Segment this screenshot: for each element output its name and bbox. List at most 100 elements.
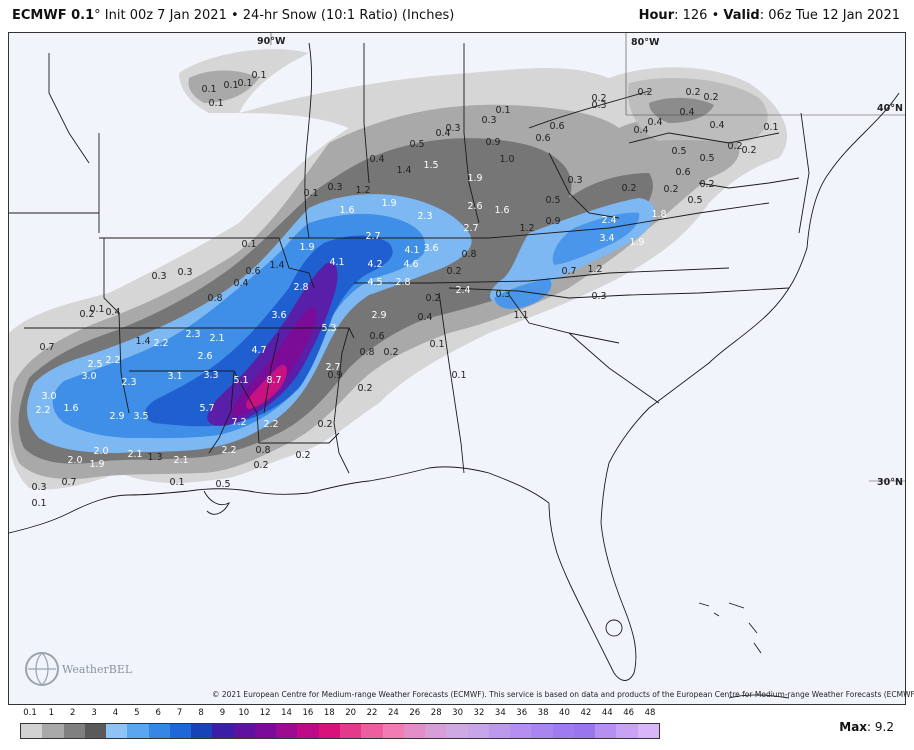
colorbar-swatch bbox=[127, 724, 149, 738]
weatherbell-logo: WeatherBELL bbox=[22, 648, 140, 690]
colorbar-tick-label: 34 bbox=[494, 708, 506, 718]
snow-value-label: 0.2 bbox=[621, 183, 636, 194]
colorbar-tick-label: 8 bbox=[198, 708, 204, 718]
colorbar-swatch bbox=[488, 724, 511, 738]
snow-value-label: 0.8 bbox=[255, 445, 270, 456]
snow-value-label: 2.2 bbox=[105, 355, 120, 366]
colorbar-swatch bbox=[254, 724, 277, 738]
colorbar-tick-label: 4 bbox=[112, 708, 119, 718]
snow-value-label: 2.2 bbox=[263, 419, 278, 430]
snow-value-label: 0.7 bbox=[561, 266, 576, 277]
snow-value-label: 4.2 bbox=[367, 259, 382, 270]
snow-value-label: 0.7 bbox=[61, 477, 76, 488]
snow-value-label: 3.6 bbox=[423, 243, 438, 254]
snow-value-label: 2.4 bbox=[455, 285, 470, 296]
colorbar-tick-label: 12 bbox=[259, 708, 271, 718]
colorbar-tick-label: 0.1 bbox=[23, 708, 37, 718]
snow-value-label: 1.2 bbox=[587, 264, 602, 275]
snow-value-label: 0.4 bbox=[233, 278, 248, 289]
snow-value-label: 2.7 bbox=[463, 223, 478, 234]
snow-value-label: 0.3 bbox=[567, 175, 582, 186]
snow-value-label: 0.1 bbox=[429, 339, 444, 350]
snow-value-label: 0.2 bbox=[685, 87, 700, 98]
snow-value-label: 0.1 bbox=[223, 80, 238, 91]
snow-value-label: 0.2 bbox=[699, 179, 714, 190]
snow-value-label: 1.4 bbox=[269, 260, 284, 271]
hour-label: Hour bbox=[638, 8, 675, 23]
state-border-15 bbox=[463, 43, 480, 224]
state-border-12 bbox=[448, 287, 790, 299]
valid-value: : 06z Tue 12 Jan 2021 bbox=[759, 8, 900, 23]
colorbar-tick-label: 20 bbox=[345, 708, 357, 718]
snow-value-label: 0.1 bbox=[169, 477, 184, 488]
logo-text: WeatherBELL bbox=[62, 663, 132, 676]
degree-symbol: ° bbox=[94, 8, 101, 23]
colorbar-tick-label: 7 bbox=[176, 708, 183, 718]
snow-value-label: 0.2 bbox=[357, 383, 372, 394]
snow-value-label: 0.4 bbox=[369, 154, 384, 165]
colorbar-swatch bbox=[573, 724, 596, 738]
snow-value-label: 0.2 bbox=[295, 450, 310, 461]
colorbar-swatch bbox=[191, 724, 213, 738]
snow-value-label: 0.4 bbox=[417, 312, 432, 323]
gulf-coastline bbox=[9, 466, 550, 534]
colorbar-swatch bbox=[148, 724, 170, 738]
snowfall-map[interactable]: 90°W 80°W 40°N 30°N 0.1 0.1 0.1 0.1 0.1 0.2 0.… bbox=[8, 32, 906, 705]
max-value-label: Max: 9.2 bbox=[839, 720, 894, 734]
snow-band-blue-southeast bbox=[494, 278, 552, 309]
colorbar-tick-label: 42 bbox=[580, 708, 592, 718]
snow-value-label: 0.6 bbox=[675, 167, 690, 178]
colorbar-swatch bbox=[318, 724, 340, 738]
snow-value-label: 0.3 bbox=[495, 289, 510, 300]
snow-value-label: 1.4 bbox=[396, 165, 411, 176]
snow-value-label: 2.0 bbox=[67, 455, 82, 466]
state-border-20 bbox=[628, 132, 780, 144]
boundaries bbox=[9, 42, 900, 699]
snow-value-label: 1.9 bbox=[299, 242, 314, 253]
snow-value-label: 0.8 bbox=[359, 347, 374, 358]
snow-value-label: 1.0 bbox=[499, 154, 514, 165]
colorbar-tick-label: 36 bbox=[516, 708, 528, 718]
snow-value-label: 4.7 bbox=[251, 345, 266, 356]
snow-band-blue-east bbox=[552, 212, 640, 265]
snow-value-label: 1.2 bbox=[519, 223, 534, 234]
state-border-16 bbox=[48, 53, 90, 164]
snow-value-label: 0.6 bbox=[245, 266, 260, 277]
snow-value-label: 0.1 bbox=[303, 188, 318, 199]
snow-value-label: 4.1 bbox=[329, 257, 344, 268]
colorbar-tick-label: 5 bbox=[134, 708, 140, 718]
hour-value: : 126 • bbox=[674, 8, 724, 23]
snow-value-label: 1.8 bbox=[651, 209, 666, 220]
colorbar-tick-label: 26 bbox=[409, 708, 421, 718]
snow-value-label: 1.6 bbox=[339, 205, 354, 216]
snow-value-label: 2.7 bbox=[365, 231, 380, 242]
snow-value-label: 2.4 bbox=[601, 215, 616, 226]
lake-erie-outline bbox=[528, 90, 650, 129]
map-header: ECMWF 0.1° Init 00z 7 Jan 2021 • 24-hr S… bbox=[0, 0, 914, 32]
snow-value-label: 0.2 bbox=[637, 87, 652, 98]
snow-band-purple bbox=[207, 262, 338, 426]
snow-value-label: 0.2 bbox=[383, 347, 398, 358]
snow-value-label: 1.9 bbox=[629, 237, 644, 248]
snow-value-label: 0.3 bbox=[591, 100, 606, 111]
bahamas-islands bbox=[698, 602, 762, 654]
snow-value-label: 4.5 bbox=[367, 277, 382, 288]
snow-value-label: 0.3 bbox=[327, 182, 342, 193]
state-border-9 bbox=[438, 292, 465, 474]
snow-value-label: 0.3 bbox=[177, 267, 192, 278]
snow-value-label: 0.2 bbox=[591, 93, 606, 104]
state-border-8 bbox=[333, 327, 350, 474]
graticule bbox=[270, 33, 905, 482]
lat-label-40n: 40°N bbox=[877, 103, 903, 114]
snow-value-label: 2.7 bbox=[325, 362, 340, 373]
snow-value-label: 1.2 bbox=[355, 185, 370, 196]
snow-value-label: 3.1 bbox=[167, 371, 182, 382]
colorbar-swatch bbox=[276, 724, 298, 738]
snow-value-label: 1.9 bbox=[381, 198, 396, 209]
state-border-22 bbox=[798, 112, 810, 234]
snow-value-label: 0.5 bbox=[671, 146, 686, 157]
colorbar-swatch bbox=[361, 724, 383, 738]
snow-value-label: 0.2 bbox=[741, 145, 756, 156]
snow-value-label: 0.1 bbox=[763, 122, 778, 133]
snow-value-label: 1.6 bbox=[63, 403, 78, 414]
